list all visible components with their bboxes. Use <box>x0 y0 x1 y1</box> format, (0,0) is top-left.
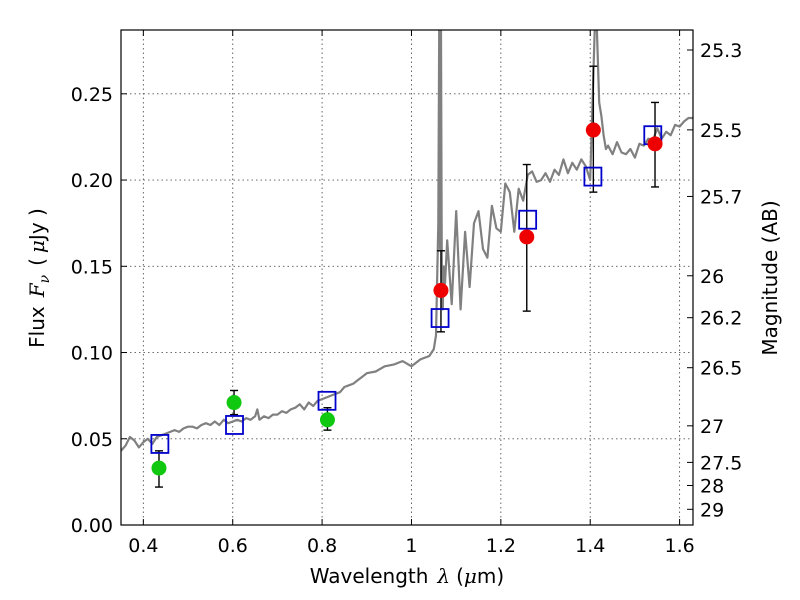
data-series <box>121 30 693 488</box>
y-tick-label: 0.10 <box>71 343 113 365</box>
red-data-point <box>519 229 535 245</box>
red-data-point <box>433 282 449 298</box>
green-data-point <box>319 412 335 428</box>
y-tick-label: 0.20 <box>71 170 113 192</box>
x-tick-label: 0.4 <box>128 535 158 557</box>
model-photometry-box <box>583 166 603 187</box>
model-photometry-box <box>430 308 450 328</box>
y-tick-label: 0.25 <box>71 84 113 106</box>
plot-background <box>121 30 693 525</box>
model-photometry-box <box>317 390 337 411</box>
x-axis-label: Wavelength λ (μm) <box>310 564 504 588</box>
x-tick-label: 0.8 <box>307 535 337 557</box>
y2-tick-label: 26.2 <box>700 308 742 330</box>
y2-tick-label: 25.3 <box>700 40 742 62</box>
red-data-point <box>585 122 601 138</box>
y-tick-label: 0.05 <box>71 429 113 451</box>
y2-tick-label: 27.5 <box>700 452 742 474</box>
model-spectrum-line <box>121 30 693 452</box>
model-photometry-box <box>225 415 244 435</box>
axis-ticks: 0.4 0.6 0.8 1 1.2 1.4 1.6 0.00 0.05 0.10 0.15 0.20 0… <box>71 30 742 557</box>
y-axis-label: FluxFν(μJy ) <box>25 208 53 348</box>
x-tick-label: 1.2 <box>486 535 516 557</box>
y2-tick-label: 28 <box>700 476 724 498</box>
model-photometry-box <box>518 209 538 230</box>
y2-tick-label: 26.5 <box>700 358 742 380</box>
plot-frame <box>120 29 694 526</box>
green-data-point <box>226 395 242 411</box>
x-tick-label: 1 <box>405 535 417 557</box>
x-tick-label: 1.6 <box>664 535 694 557</box>
model-photometry-box <box>150 434 170 454</box>
grid-lines <box>121 30 693 526</box>
y-tick-label: 0.00 <box>71 515 113 537</box>
y2-tick-label: 29 <box>700 499 724 521</box>
green-data-point <box>151 460 167 476</box>
y2-tick-label: 25.5 <box>700 120 742 142</box>
x-tick-label: 0.6 <box>218 535 248 557</box>
y-tick-label: 0.15 <box>71 256 113 278</box>
red-data-point <box>647 136 663 152</box>
x-tick-label: 1.4 <box>575 535 605 557</box>
y2-tick-label: 27 <box>700 416 724 438</box>
y2-tick-label: 26 <box>700 266 724 288</box>
y2-axis-label: Magnitude (AB) <box>758 200 782 355</box>
y2-tick-label: 25.7 <box>700 186 742 208</box>
